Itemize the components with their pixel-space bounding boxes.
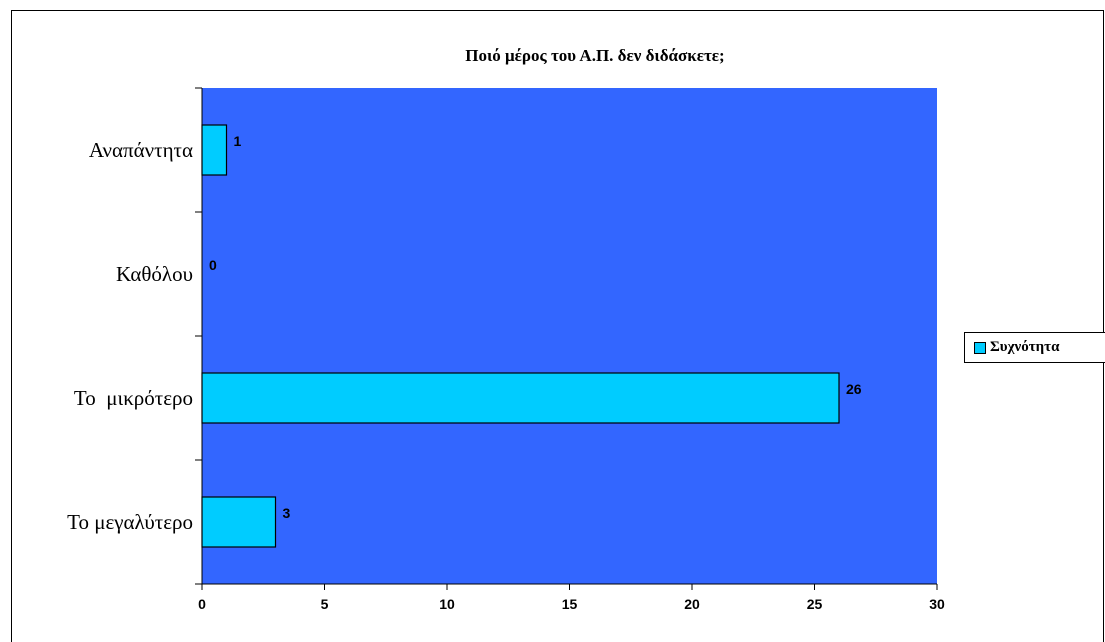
- data-label: 1: [234, 133, 242, 149]
- bar: [201, 372, 840, 424]
- x-tick-label: 10: [439, 596, 455, 612]
- labels: 3 Το μεγαλύτερο 26 Το μικρότερο 0 Καθόλου 1 Ανα…: [67, 133, 862, 534]
- data-label: 26: [846, 381, 862, 397]
- bar: [201, 124, 228, 176]
- x-tick-label: 30: [929, 596, 945, 612]
- bar-chart: Ποιό μέρος του Α.Π. δεν διδάσκετε; 0 5 10 1…: [67, 46, 945, 612]
- legend-label: Συχνότητα: [990, 339, 1060, 355]
- legend: Συχνότητα: [964, 332, 1105, 363]
- plot-area: [202, 88, 937, 584]
- category-label: Το μεγαλύτερο: [67, 510, 193, 534]
- category-label: Αναπάντητα: [89, 138, 193, 162]
- legend-swatch: [974, 341, 986, 354]
- bar: [201, 496, 277, 548]
- x-tick-label: 5: [321, 596, 329, 612]
- category-label: Καθόλου: [116, 262, 193, 286]
- x-tick-label: 15: [562, 596, 578, 612]
- x-tick-label: 0: [198, 596, 206, 612]
- chart-title: Ποιό μέρος του Α.Π. δεν διδάσκετε;: [465, 46, 724, 65]
- axis-ticks: 0 5 10 15 20 25 30: [195, 87, 945, 612]
- category-label: Το μικρότερο: [74, 386, 193, 410]
- data-label: 3: [283, 505, 291, 521]
- data-label: 0: [209, 257, 217, 273]
- chart-frame: Ποιό μέρος του Α.Π. δεν διδάσκετε; 0 5 10 1…: [11, 10, 1105, 642]
- bars: [201, 124, 840, 548]
- x-tick-label: 20: [684, 596, 700, 612]
- x-tick-label: 25: [807, 596, 823, 612]
